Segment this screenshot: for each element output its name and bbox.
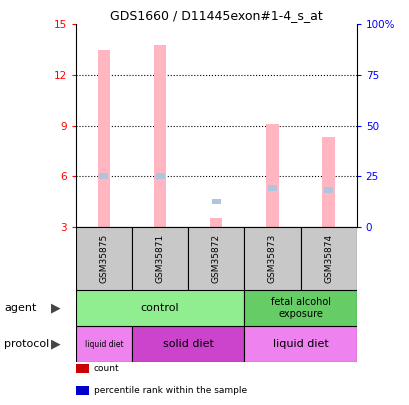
Text: GSM35875: GSM35875	[99, 234, 108, 283]
Bar	[76, 290, 244, 326]
Bar	[99, 173, 108, 179]
Text: count: count	[94, 364, 119, 373]
Bar	[76, 227, 132, 290]
Bar	[267, 185, 276, 191]
Text: agent: agent	[4, 303, 36, 313]
Title: GDS1660 / D11445exon#1-4_s_at: GDS1660 / D11445exon#1-4_s_at	[110, 9, 322, 22]
Bar	[132, 227, 188, 290]
Bar	[324, 187, 332, 193]
Bar	[321, 137, 334, 227]
Text: ▶: ▶	[50, 301, 60, 314]
Bar	[244, 326, 356, 362]
Bar	[211, 198, 220, 205]
Text: fetal alcohol
exposure: fetal alcohol exposure	[270, 297, 330, 319]
Text: GSM35872: GSM35872	[211, 234, 220, 283]
Bar	[153, 45, 166, 227]
Text: GSM35874: GSM35874	[324, 234, 332, 283]
Text: GSM35873: GSM35873	[267, 234, 276, 283]
Bar	[97, 50, 110, 227]
Text: protocol: protocol	[4, 339, 49, 349]
Bar	[155, 173, 164, 179]
Bar	[300, 227, 356, 290]
Bar	[244, 227, 300, 290]
Text: liquid diet: liquid diet	[84, 340, 123, 349]
Text: control: control	[140, 303, 179, 313]
Bar	[244, 290, 356, 326]
Bar	[76, 326, 132, 362]
Text: ▶: ▶	[50, 338, 60, 351]
Bar	[209, 218, 222, 227]
Text: percentile rank within the sample: percentile rank within the sample	[94, 386, 246, 395]
Text: solid diet: solid diet	[162, 339, 213, 349]
Text: GSM35871: GSM35871	[155, 234, 164, 283]
Bar	[132, 326, 244, 362]
Text: liquid diet: liquid diet	[272, 339, 328, 349]
Bar	[188, 227, 244, 290]
Bar	[265, 124, 278, 227]
